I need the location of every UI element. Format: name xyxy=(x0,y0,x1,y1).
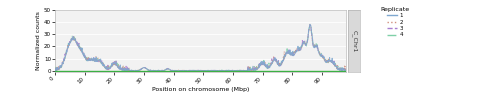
Y-axis label: Normalized counts: Normalized counts xyxy=(36,12,41,70)
Text: C_Chr1: C_Chr1 xyxy=(351,30,357,52)
Legend: 1, 2, 3, 4: 1, 2, 3, 4 xyxy=(381,7,409,38)
X-axis label: Position on chromosome (Mbp): Position on chromosome (Mbp) xyxy=(152,87,249,92)
